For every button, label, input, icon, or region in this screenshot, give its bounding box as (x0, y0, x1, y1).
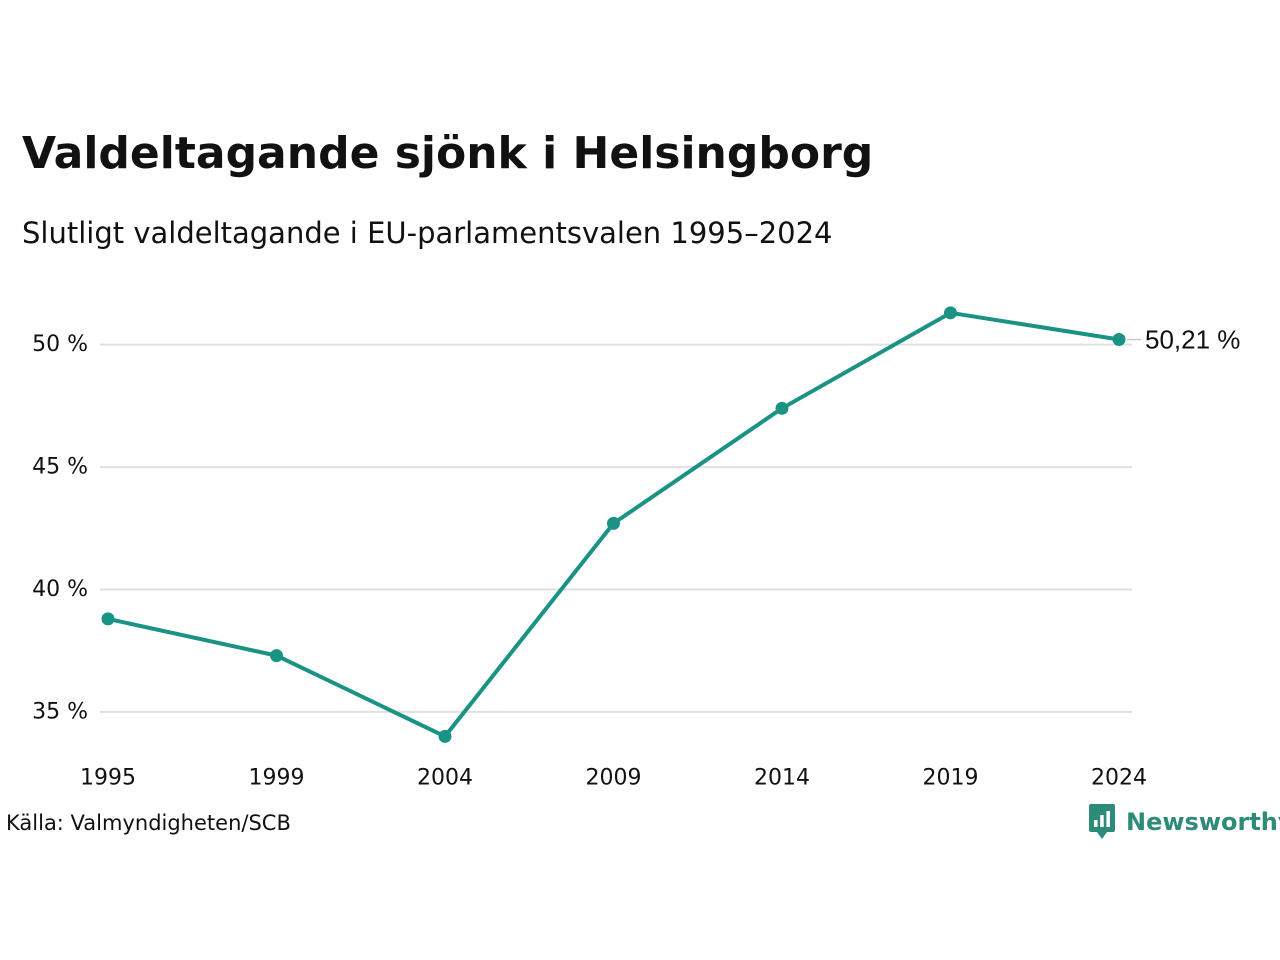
x-axis-tick-labels: 1995 1999 2004 2009 2014 2019 2024 (80, 766, 1147, 791)
x-tick-label: 1999 (249, 766, 305, 791)
data-point (1112, 333, 1126, 347)
grid-lines (100, 343, 1132, 713)
x-tick-label: 2004 (417, 766, 473, 791)
x-tick-label: 2009 (586, 766, 642, 791)
y-axis-tick-labels: 35 % 40 % 45 % 50 % (32, 332, 88, 724)
source-note: Källa: Valmyndigheten/SCB (6, 811, 291, 835)
chart-subtitle: Slutligt valdeltagande i EU-parlamentsva… (22, 216, 833, 250)
data-point (101, 612, 115, 626)
x-tick-label: 2019 (923, 766, 979, 791)
y-tick-label: 50 % (32, 332, 88, 357)
bar-chart-speech-bubble-icon (1089, 804, 1115, 839)
data-point (438, 729, 452, 743)
data-point (775, 401, 789, 415)
brand-logo: Newsworthy (1088, 803, 1280, 841)
y-tick-label: 45 % (32, 455, 88, 480)
x-tick-label: 2024 (1091, 766, 1147, 791)
data-point (944, 306, 957, 320)
end-label-layer: 50,21 % (1127, 325, 1240, 355)
y-tick-label: 40 % (32, 577, 88, 602)
data-point (607, 516, 620, 530)
x-tick-label: 1995 (80, 766, 136, 791)
end-value-label: 50,21 % (1145, 325, 1240, 355)
x-tick-label: 2014 (754, 766, 810, 791)
brand-name: Newsworthy (1126, 808, 1280, 836)
data-point (270, 649, 283, 663)
chart-title: Valdeltagande sjönk i Helsingborg (22, 128, 874, 179)
y-tick-label: 35 % (32, 699, 88, 724)
series-layer (101, 306, 1126, 743)
